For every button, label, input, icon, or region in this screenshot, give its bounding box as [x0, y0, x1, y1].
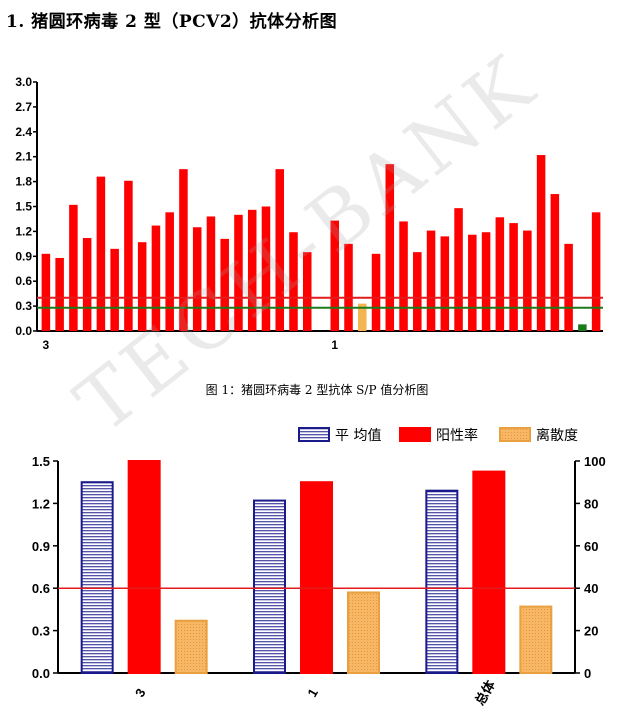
y-tick-label: 0.0 [15, 324, 32, 338]
y-tick-label-right: 60 [584, 539, 598, 554]
bar-positive-rate [472, 470, 506, 674]
y-tick-label-left: 0.6 [32, 581, 50, 596]
y-tick-label-right: 80 [584, 496, 598, 511]
legend-label: 阳性率 [436, 427, 478, 444]
y-tick-label-right: 20 [584, 624, 598, 639]
legend-swatch [399, 427, 431, 442]
chart-group-summary: 平 均值 阳性率 离散度 0.0 0.3 0.6 0.9 1.2 1.5 0 20 40 60 80 100… [32, 427, 606, 708]
group-label: 1 [331, 338, 338, 352]
bar-dispersion [347, 591, 380, 674]
y-tick-label: 1.5 [15, 200, 32, 214]
legend-label: 离散度 [536, 427, 578, 444]
y-tick-label-left: 0.0 [32, 666, 50, 681]
bar [220, 238, 229, 331]
bar [330, 220, 340, 331]
bar [179, 169, 188, 331]
bar [302, 252, 312, 331]
legend-swatch [298, 427, 330, 442]
y-tick-label: 1.2 [15, 224, 32, 238]
bar [165, 212, 174, 331]
y-tick-label-right: 0 [584, 666, 591, 681]
y-tick-label-left: 1.2 [32, 496, 50, 511]
y-tick-label: 0.6 [15, 274, 32, 288]
y-tick-label: 0.3 [15, 299, 32, 313]
bar [536, 155, 546, 331]
bar [413, 252, 422, 331]
group-label: 3 [43, 338, 50, 352]
y-tick-label-right: 40 [584, 581, 598, 596]
bar-mean [253, 499, 286, 674]
bar-dispersion [174, 619, 208, 674]
chart-caption: 图 1：猪圆环病毒 2 型抗体 S/P 值分析图 [206, 382, 429, 397]
bar [247, 209, 257, 331]
bar [399, 221, 408, 331]
y-tick-label-left: 0.3 [32, 624, 50, 639]
bar [426, 230, 436, 331]
bar-mean [80, 481, 114, 674]
bar [110, 248, 119, 331]
page-title: 1. 猪圆环病毒 2 型（PCV2）抗体分析图 [6, 12, 338, 32]
y-tick-label-left: 1.5 [32, 454, 50, 469]
y-tick-label: 3.0 [15, 75, 32, 89]
bar [591, 212, 601, 331]
bar [371, 253, 381, 331]
bar [523, 230, 532, 331]
bar [82, 238, 92, 331]
y-tick-label: 2.4 [15, 125, 32, 139]
bar-positive-rate [300, 481, 333, 674]
y-tick-label-right: 100 [584, 454, 606, 469]
category-label: 1 [304, 686, 321, 700]
bar [578, 324, 587, 331]
y-tick-label: 2.7 [15, 100, 32, 114]
bar [468, 234, 477, 331]
category-label: 3 [132, 686, 149, 700]
bar [261, 206, 271, 331]
bar [481, 232, 491, 331]
y-tick-label: 1.8 [15, 175, 32, 189]
bar [509, 223, 518, 331]
bar [41, 253, 51, 331]
bar [206, 216, 216, 331]
y-tick-label: 0.9 [15, 249, 32, 263]
bar [96, 176, 106, 331]
bar [385, 164, 395, 331]
chart-spv-analysis: 0.0 0.3 0.6 0.9 1.2 1.5 1.8 2.1 2.4 2.7 3.0 3 1 图 1：猪… [15, 75, 603, 397]
bar [137, 242, 147, 331]
bar [564, 243, 573, 331]
bar [69, 204, 78, 331]
bar [550, 194, 560, 331]
bar [234, 214, 243, 331]
bar [124, 180, 133, 331]
bar-mean [425, 489, 459, 675]
bar [440, 236, 450, 331]
bar [55, 257, 64, 331]
bar [151, 225, 161, 331]
bar [192, 227, 202, 331]
y-tick-label: 2.1 [15, 150, 32, 164]
bar [495, 217, 505, 331]
bar [344, 243, 353, 331]
category-label: 总体 [472, 677, 498, 708]
bar [358, 303, 367, 331]
bar [289, 232, 298, 331]
y-tick-label-left: 0.9 [32, 539, 50, 554]
bar [454, 208, 463, 331]
bar [275, 169, 284, 331]
legend-swatch [499, 427, 531, 442]
bar-dispersion [519, 605, 553, 674]
bar-positive-rate [127, 460, 161, 674]
legend-label: 平 均值 [335, 428, 381, 444]
